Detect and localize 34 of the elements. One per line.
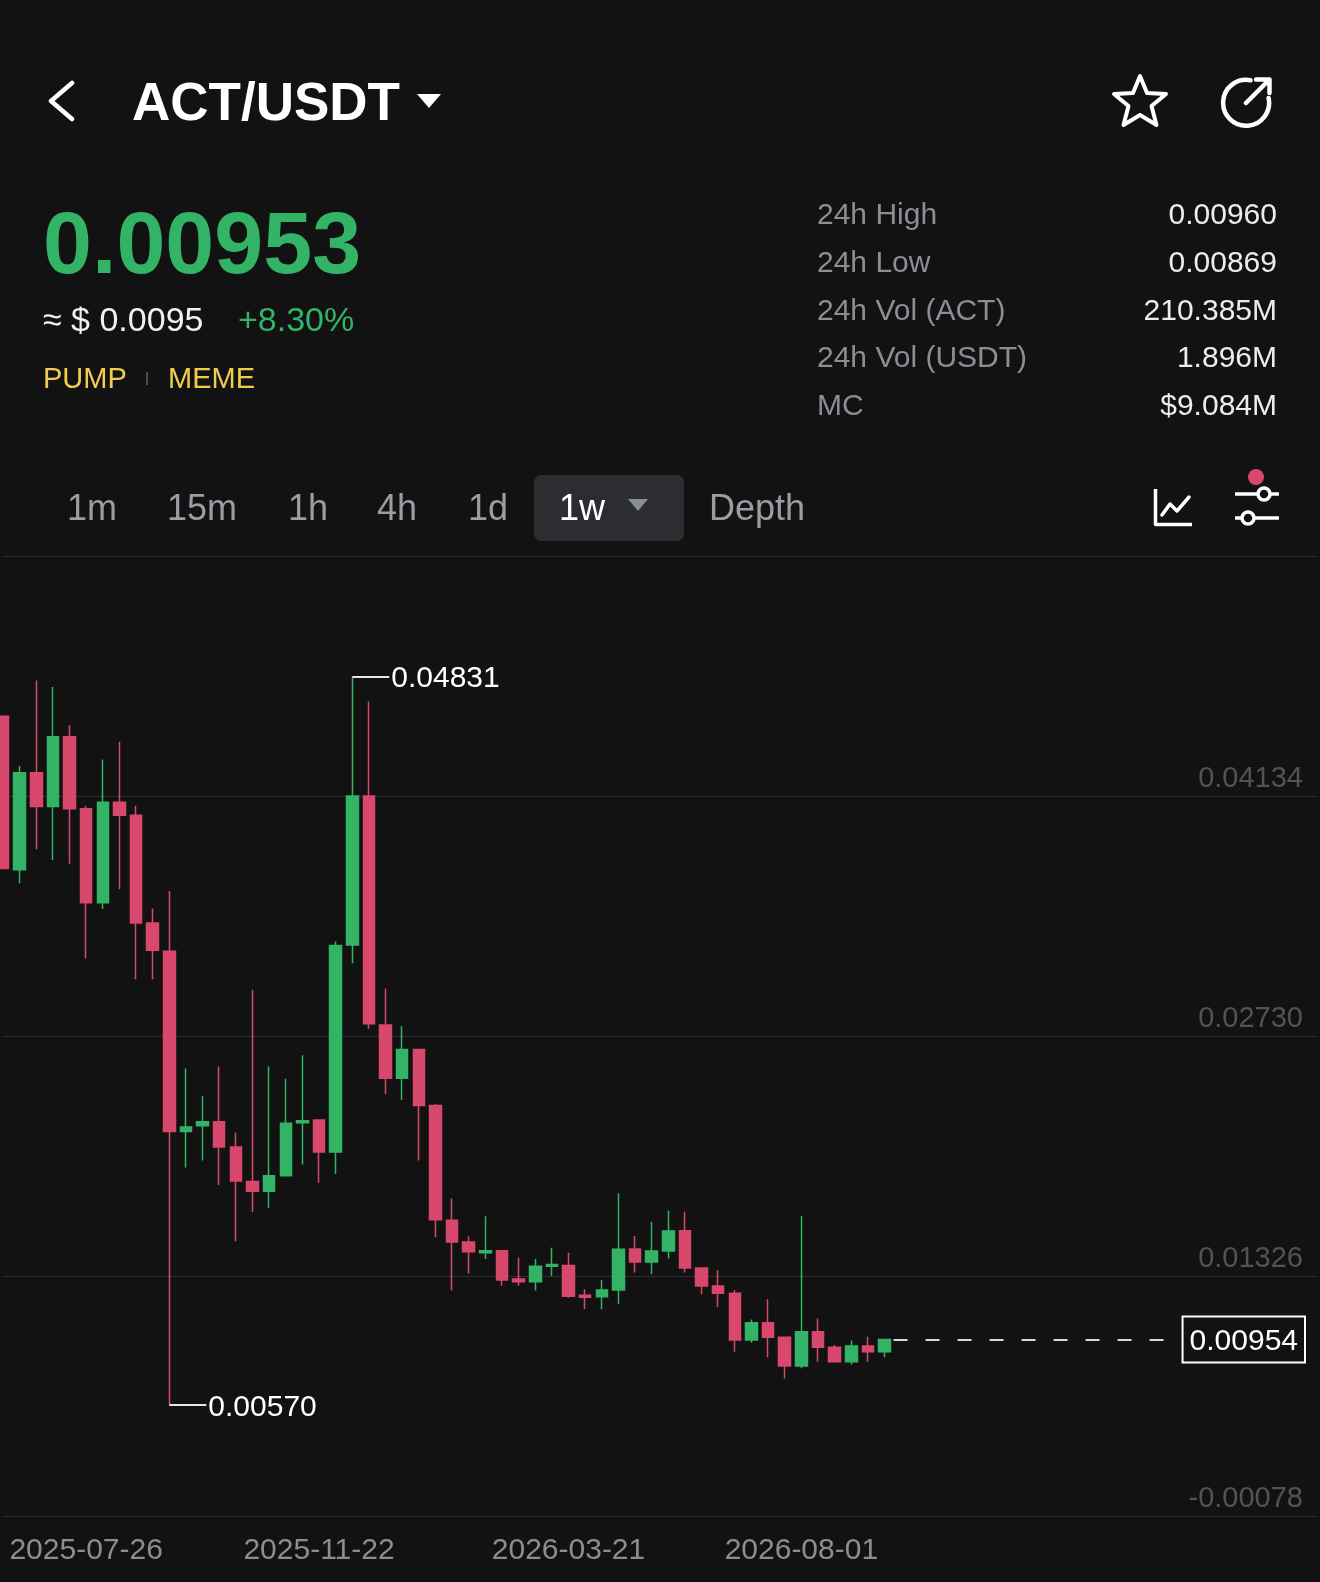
x-tick-label: 2026-08-01	[724, 1531, 879, 1565]
text: 24h Low	[817, 244, 931, 278]
y-tick-label: -0.00078	[1188, 1480, 1303, 1513]
y-tick-label: 0.04134	[1198, 760, 1303, 793]
y-tick-label: 0.01326	[1198, 1240, 1303, 1273]
text: 24h High	[817, 197, 938, 230]
text: 1w	[558, 487, 606, 528]
x-tick-label: 2025-11-22	[243, 1531, 395, 1565]
text: ≈ $ 0.0095	[43, 300, 204, 338]
x-tick-label: 2025-07-26	[9, 1531, 163, 1565]
text: 24h Vol (ACT)	[817, 292, 1006, 326]
chart-title: ACT/USDT	[132, 71, 400, 131]
y-tick-label: 0.02730	[1198, 1000, 1303, 1033]
text: 0.00953	[43, 193, 362, 292]
annotation: 0.04831	[391, 660, 500, 694]
text: $9.084M	[1160, 388, 1277, 421]
text: 0.00869	[1168, 244, 1277, 278]
text: +8.30%	[238, 300, 355, 338]
text: 210.385M	[1143, 292, 1277, 326]
text: 1d	[467, 487, 509, 528]
text: 1.896M	[1176, 340, 1277, 374]
text: 24h Vol (USDT)	[817, 340, 1028, 374]
text: PUMP	[43, 361, 127, 394]
text: 1h	[287, 487, 329, 528]
text: MC	[817, 388, 864, 421]
text: MEME	[168, 361, 255, 394]
text: 0.00960	[1168, 197, 1277, 230]
x-tick-label: 2026-03-21	[491, 1531, 646, 1565]
text: 4h	[376, 487, 418, 528]
text: 1m	[66, 487, 118, 528]
text: 15m	[166, 487, 238, 528]
annotation: 0.00570	[208, 1388, 317, 1422]
ref-line-label: 0.00954	[1189, 1323, 1299, 1357]
text: Depth	[708, 487, 806, 528]
